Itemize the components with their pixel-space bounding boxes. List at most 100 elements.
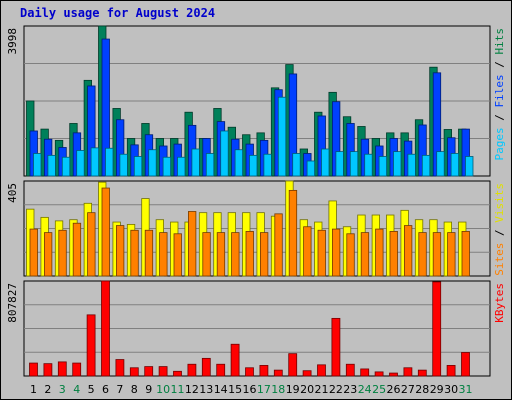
hits-bar-pages-day-11 bbox=[177, 156, 186, 177]
visits-bar-sites-day-15 bbox=[231, 232, 240, 277]
day-label: 11 bbox=[171, 383, 185, 396]
day-label: 6 bbox=[102, 383, 109, 396]
hits-bar-pages-day-23 bbox=[349, 151, 359, 177]
hits-bar-pages-day-7 bbox=[119, 153, 128, 177]
kbytes-bar-kbytes-day-3 bbox=[57, 361, 67, 377]
visits-bar-sites-day-27 bbox=[403, 225, 413, 277]
visits-bar-sites-day-19 bbox=[288, 189, 298, 277]
day-label: 31 bbox=[459, 383, 473, 396]
day-label: 5 bbox=[88, 383, 95, 396]
kbytes-bar-kbytes-day-19 bbox=[288, 353, 298, 377]
visits-bar-sites-day-12 bbox=[187, 211, 197, 277]
kbytes-max-label: 807827 bbox=[6, 283, 19, 323]
kbytes-bar-kbytes-day-24 bbox=[360, 368, 370, 377]
visits-bar-sites-day-18 bbox=[274, 213, 283, 277]
day-label: 19 bbox=[286, 383, 300, 396]
day-label: 2 bbox=[44, 383, 51, 396]
hits-legend: Pages / Files / Hits bbox=[493, 28, 506, 161]
hits-bar-pages-day-18 bbox=[277, 96, 287, 177]
hits-bar-pages-day-12 bbox=[191, 148, 200, 177]
kbytes-bar-kbytes-day-9 bbox=[144, 366, 154, 377]
day-label: 12 bbox=[185, 383, 199, 396]
day-label: 4 bbox=[73, 383, 80, 396]
visits-bar-sites-day-7 bbox=[116, 225, 125, 277]
visits-bar-sites-day-6 bbox=[101, 187, 110, 277]
visits-bar-sites-day-16 bbox=[245, 231, 254, 277]
day-label: 28 bbox=[415, 383, 429, 396]
day-label: 9 bbox=[145, 383, 152, 396]
kbytes-bar-kbytes-day-30 bbox=[446, 365, 456, 377]
hits-bar-pages-day-8 bbox=[133, 156, 143, 177]
hits-bar-pages-day-21 bbox=[321, 148, 330, 177]
day-label: 20 bbox=[300, 383, 314, 396]
visits-bar-sites-day-17 bbox=[259, 232, 269, 277]
kbytes-bar-kbytes-day-28 bbox=[417, 369, 427, 377]
hits-bar-pages-day-10 bbox=[162, 156, 172, 177]
day-label: 29 bbox=[430, 383, 444, 396]
visits-bar-sites-day-22 bbox=[331, 228, 341, 277]
visits-bar-sites-day-14 bbox=[216, 232, 226, 277]
day-label: 24 bbox=[358, 383, 372, 396]
kbytes-bar-kbytes-day-17 bbox=[259, 365, 269, 377]
legend-entry: Hits bbox=[493, 28, 506, 55]
kbytes-bar-kbytes-day-31 bbox=[461, 352, 470, 377]
kbytes-legend: KBytes bbox=[493, 283, 506, 323]
visits-bar-sites-day-26 bbox=[389, 231, 398, 277]
chart-panels: 3998 Pages / Files / Hits 405 Sites / Visit… bbox=[6, 25, 506, 377]
visits-bar-sites-day-10 bbox=[159, 232, 168, 277]
hits-bar-pages-day-15 bbox=[234, 149, 244, 177]
hits-bar-pages-day-29 bbox=[436, 151, 445, 177]
day-label: 17 bbox=[257, 383, 271, 396]
day-label: 30 bbox=[444, 383, 458, 396]
visits-bar-sites-day-9 bbox=[144, 229, 154, 277]
day-label: 25 bbox=[372, 383, 386, 396]
kbytes-bar-kbytes-day-11 bbox=[173, 370, 182, 377]
hits-bar-pages-day-31 bbox=[465, 156, 474, 177]
hits-bar-pages-day-30 bbox=[450, 153, 460, 177]
legend-entry: KBytes bbox=[493, 283, 506, 323]
day-label: 3 bbox=[59, 383, 66, 396]
kbytes-bar-kbytes-day-10 bbox=[158, 366, 168, 377]
visits-bar-sites-day-21 bbox=[317, 229, 326, 277]
day-label: 15 bbox=[228, 383, 242, 396]
hits-panel: 3998 Pages / Files / Hits bbox=[6, 25, 506, 177]
legend-entry: / bbox=[493, 108, 506, 128]
hits-bar-pages-day-27 bbox=[407, 153, 416, 177]
visits-bar-sites-day-8 bbox=[130, 229, 139, 277]
kbytes-bar-kbytes-day-13 bbox=[201, 357, 211, 377]
visits-panel: 405 Sites / Visits bbox=[6, 180, 506, 277]
day-label: 13 bbox=[199, 383, 213, 396]
hits-bar-pages-day-19 bbox=[292, 153, 301, 177]
kbytes-bar-kbytes-day-29 bbox=[432, 281, 442, 377]
visits-bar-sites-day-30 bbox=[447, 232, 456, 277]
day-label: 7 bbox=[116, 383, 123, 396]
legend-entry: Pages bbox=[493, 127, 506, 160]
hits-bar-pages-day-20 bbox=[306, 160, 316, 177]
hits-bar-pages-day-25 bbox=[378, 156, 388, 177]
day-label: 23 bbox=[343, 383, 357, 396]
kbytes-bar-kbytes-day-21 bbox=[317, 364, 326, 377]
visits-bar-sites-day-1 bbox=[29, 228, 38, 277]
hits-bar-pages-day-1 bbox=[33, 153, 42, 177]
day-label: 1 bbox=[30, 383, 37, 396]
kbytes-bar-kbytes-day-15 bbox=[230, 343, 240, 377]
visits-bar-sites-day-25 bbox=[375, 228, 384, 277]
kbytes-panel: 807827 KBytes bbox=[6, 280, 506, 377]
kbytes-bar-kbytes-day-5 bbox=[86, 314, 96, 377]
hits-bar-pages-day-3 bbox=[61, 156, 71, 177]
visits-bar-sites-day-29 bbox=[432, 232, 442, 277]
kbytes-bar-kbytes-day-12 bbox=[187, 363, 197, 377]
kbytes-bar-kbytes-day-18 bbox=[273, 369, 283, 377]
day-label: 10 bbox=[156, 383, 170, 396]
kbytes-bar-kbytes-day-20 bbox=[302, 370, 312, 377]
hits-bar-pages-day-13 bbox=[205, 153, 215, 177]
visits-bar-sites-day-20 bbox=[303, 226, 312, 277]
kbytes-bar-kbytes-day-6 bbox=[101, 280, 110, 377]
kbytes-bar-kbytes-day-23 bbox=[345, 363, 355, 377]
day-label: 18 bbox=[271, 383, 285, 396]
day-label: 22 bbox=[329, 383, 343, 396]
kbytes-bar-kbytes-day-25 bbox=[374, 371, 384, 377]
kbytes-bar-kbytes-day-1 bbox=[29, 362, 38, 377]
visits-bar-sites-day-5 bbox=[87, 212, 96, 277]
